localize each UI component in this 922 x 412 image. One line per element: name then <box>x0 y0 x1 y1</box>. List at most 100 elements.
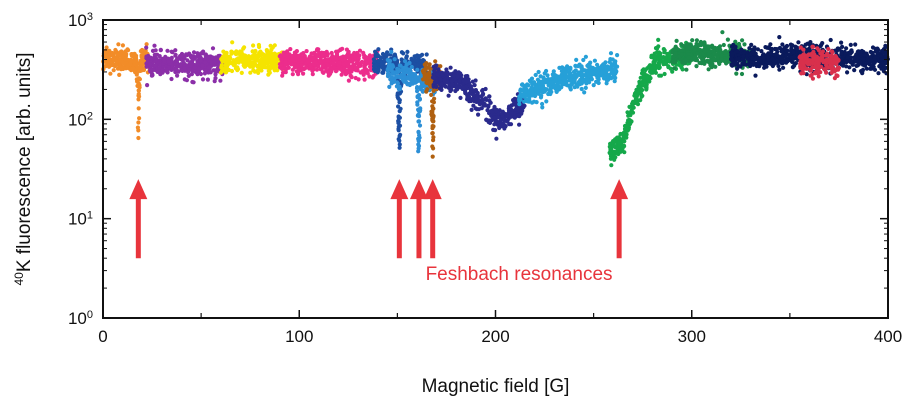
data-point <box>432 75 437 80</box>
data-point <box>136 135 141 141</box>
data-point <box>407 76 412 81</box>
data-point <box>855 58 860 64</box>
data-point <box>136 106 141 111</box>
data-point <box>280 73 285 78</box>
data-point <box>883 43 888 48</box>
data-point <box>397 67 402 72</box>
data-point <box>627 104 632 109</box>
data-point <box>730 63 735 68</box>
data-point <box>396 119 401 124</box>
data-point <box>112 58 117 63</box>
data-point <box>389 75 395 80</box>
data-point <box>702 61 707 66</box>
data-point <box>698 39 704 45</box>
data-point <box>370 75 375 80</box>
data-point <box>480 92 485 97</box>
data-point <box>747 46 752 51</box>
data-point <box>719 50 724 55</box>
data-point <box>673 51 678 56</box>
data-point <box>395 74 400 79</box>
data-point <box>718 58 723 63</box>
data-point <box>826 46 831 52</box>
data-point <box>492 122 497 127</box>
data-point <box>144 42 149 47</box>
data-point <box>108 71 113 76</box>
data-point <box>749 42 754 48</box>
resonance-arrows <box>129 179 629 259</box>
data-point <box>840 44 845 50</box>
data-point <box>321 70 326 75</box>
data-point <box>777 35 782 40</box>
data-point <box>804 60 809 65</box>
data-point <box>173 52 178 57</box>
data-point <box>432 96 437 101</box>
data-point <box>828 37 833 43</box>
data-point <box>416 108 421 114</box>
data-point <box>768 42 773 47</box>
data-point <box>759 49 764 54</box>
data-point <box>424 80 429 85</box>
data-point <box>485 108 490 113</box>
data-point <box>469 98 474 104</box>
data-point <box>422 73 427 78</box>
data-point <box>536 69 541 75</box>
data-point <box>129 52 134 57</box>
data-point <box>220 54 225 60</box>
data-point <box>431 100 436 105</box>
data-point <box>494 136 499 141</box>
data-point <box>836 58 841 63</box>
data-point <box>653 63 658 69</box>
data-point <box>818 51 823 56</box>
data-point <box>376 58 381 64</box>
data-point <box>414 58 419 63</box>
data-point <box>852 68 857 73</box>
data-point <box>653 70 659 75</box>
data-point <box>714 46 720 52</box>
data-point <box>710 62 715 67</box>
data-point <box>145 83 150 88</box>
data-point <box>595 75 600 80</box>
data-point <box>612 60 617 65</box>
data-point <box>199 51 204 56</box>
data-point <box>847 65 852 70</box>
data-point <box>694 64 699 69</box>
data-point <box>480 99 485 105</box>
data-point <box>510 111 515 116</box>
data-point <box>622 150 627 155</box>
data-point <box>592 58 598 63</box>
data-point <box>187 51 192 56</box>
data-point <box>540 105 545 110</box>
data-point <box>402 59 408 64</box>
data-point <box>388 63 393 68</box>
data-point <box>518 87 523 92</box>
data-point <box>410 79 415 84</box>
data-point <box>517 97 522 102</box>
data-point <box>424 61 429 66</box>
data-point <box>658 73 664 78</box>
data-point <box>383 52 388 57</box>
data-point <box>801 71 806 76</box>
data-point <box>337 60 342 65</box>
data-point <box>409 64 414 70</box>
data-point <box>535 77 541 82</box>
data-point <box>272 68 277 73</box>
data-point <box>239 49 244 54</box>
data-point <box>416 142 421 147</box>
data-point <box>432 80 437 85</box>
data-point <box>338 47 343 52</box>
data-point <box>865 56 870 62</box>
data-point <box>218 78 223 83</box>
data-point <box>364 55 369 60</box>
data-point <box>395 95 400 100</box>
data-point <box>474 107 479 112</box>
data-point <box>848 42 853 48</box>
data-point <box>517 122 522 127</box>
data-point <box>141 67 147 73</box>
data-point <box>301 51 306 56</box>
data-point <box>113 48 118 54</box>
data-point <box>210 56 215 61</box>
data-point <box>301 71 306 76</box>
data-point <box>678 57 683 62</box>
data-point <box>832 76 838 81</box>
resonance-arrow-head <box>129 179 148 200</box>
